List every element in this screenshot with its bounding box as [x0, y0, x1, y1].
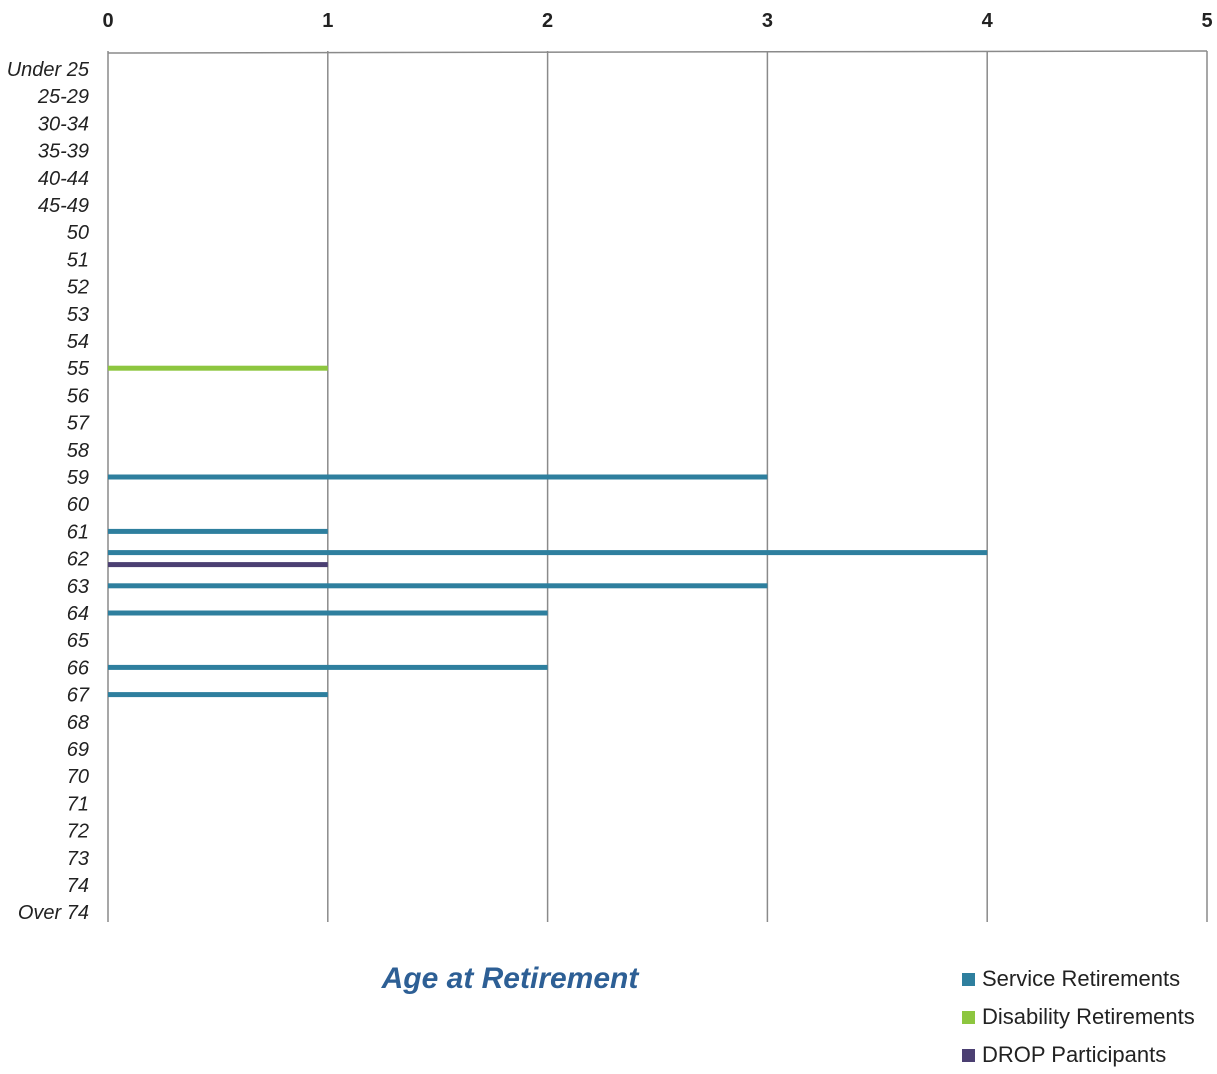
y-tick-label: 68 — [67, 712, 89, 734]
y-tick-label: 35-39 — [38, 141, 89, 163]
y-tick-labels: Under 25 25-29 30-34 35-39 40-44 45-49 50 51 52 5… — [7, 59, 90, 924]
gridlines — [107, 50, 1208, 922]
y-tick-label: 56 — [67, 385, 90, 407]
y-tick-label: 52 — [67, 277, 89, 299]
y-tick-label: 64 — [67, 603, 89, 625]
x-tick-label: 1 — [322, 10, 333, 32]
bar-service-retirements-67 — [108, 692, 328, 698]
y-tick-label: 65 — [67, 630, 90, 652]
legend-label: Disability Retirements — [982, 1004, 1195, 1029]
x-tick-label: 4 — [982, 10, 994, 32]
bar-drop-participants-62 — [108, 562, 328, 568]
legend-swatch — [962, 1010, 975, 1024]
y-tick-label: 59 — [67, 467, 89, 489]
x-tick-labels: 0 1 2 3 4 5 — [102, 10, 1212, 32]
legend-item: Service Retirements — [962, 960, 1195, 998]
y-tick-label: 63 — [67, 576, 89, 598]
y-tick-label: 57 — [67, 413, 90, 435]
y-tick-label: 54 — [67, 331, 89, 353]
bar-service-retirements-63 — [108, 583, 768, 589]
y-tick-label: 45-49 — [38, 195, 89, 217]
y-tick-label: 58 — [67, 440, 89, 462]
y-tick-label: 71 — [67, 793, 89, 815]
legend-swatch — [962, 1048, 975, 1062]
legend-swatch — [962, 972, 975, 986]
bar-disability-retirements-55 — [108, 365, 328, 371]
y-axis-title: Age at Retirement — [381, 962, 639, 995]
x-axis-line — [107, 50, 1208, 54]
bar-service-retirements-59 — [108, 474, 768, 480]
x-tick-label: 3 — [762, 10, 773, 32]
x-tick-label: 5 — [1201, 10, 1212, 32]
y-tick-label: 67 — [67, 685, 90, 707]
bar-service-retirements-62 — [108, 550, 988, 556]
y-tick-label: 25-29 — [37, 86, 89, 108]
y-tick-label: 70 — [67, 766, 89, 788]
bar-service-retirements-61 — [108, 528, 328, 534]
y-tick-label: 60 — [67, 494, 89, 516]
y-tick-label: 30-34 — [38, 113, 89, 135]
y-tick-label: 53 — [67, 304, 89, 326]
y-tick-label: 66 — [67, 657, 90, 679]
y-tick-label: 69 — [67, 739, 89, 761]
y-tick-label: 51 — [67, 249, 89, 271]
legend-label: DROP Participants — [982, 1042, 1167, 1067]
y-tick-label: 61 — [67, 521, 89, 543]
legend-item: Disability Retirements — [962, 998, 1195, 1036]
bar-service-retirements-66 — [108, 664, 548, 670]
y-tick-label: 55 — [67, 358, 90, 380]
bars — [108, 365, 988, 698]
y-tick-label: 72 — [67, 821, 89, 843]
y-tick-label: 62 — [67, 549, 89, 571]
x-tick-label: 0 — [102, 10, 113, 32]
y-tick-label: 73 — [67, 848, 89, 870]
y-tick-label: 40-44 — [38, 168, 89, 190]
legend-item: DROP Participants — [962, 1036, 1195, 1074]
y-tick-label: Under 25 — [7, 59, 90, 81]
bar-service-retirements-64 — [108, 610, 548, 616]
x-tick-label: 2 — [542, 10, 553, 32]
legend-label: Service Retirements — [982, 966, 1181, 991]
y-tick-label: Over 74 — [18, 902, 89, 924]
y-tick-label: 74 — [67, 875, 89, 897]
legend: Service Retirements Disability Retirement… — [962, 960, 1195, 1074]
y-tick-label: 50 — [67, 222, 89, 244]
